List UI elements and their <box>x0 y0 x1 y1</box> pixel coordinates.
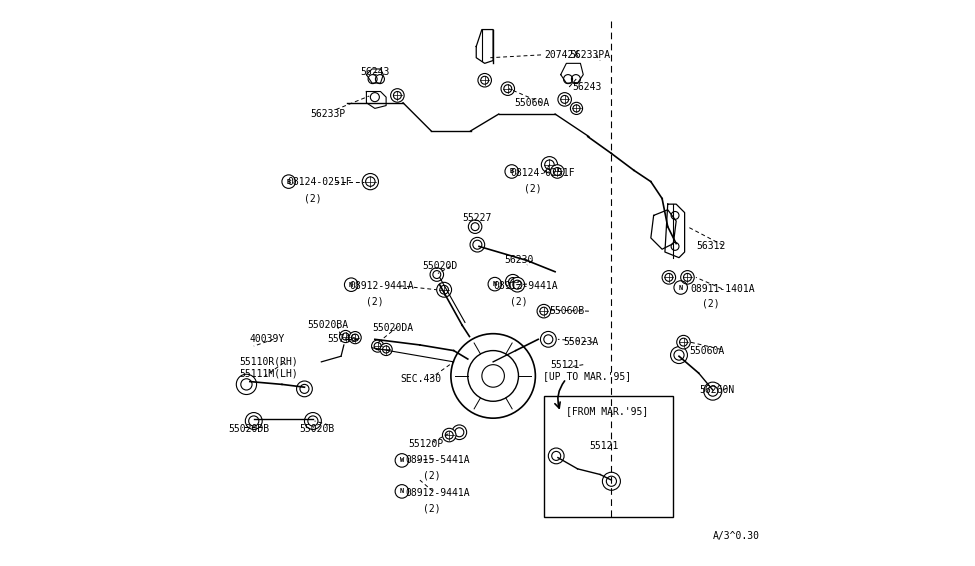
Text: 55020B: 55020B <box>298 424 334 435</box>
Text: 08912-9441A: 08912-9441A <box>349 281 414 291</box>
Text: SEC.430: SEC.430 <box>400 374 442 384</box>
Text: 56243: 56243 <box>361 67 390 77</box>
Text: 56312: 56312 <box>696 241 725 251</box>
Text: 55020BA: 55020BA <box>307 320 348 330</box>
Circle shape <box>501 82 515 96</box>
Text: [FROM MAR.'95]: [FROM MAR.'95] <box>566 406 648 417</box>
Circle shape <box>430 268 444 281</box>
Circle shape <box>246 413 262 430</box>
Circle shape <box>603 472 620 490</box>
Text: (2): (2) <box>304 194 322 204</box>
Circle shape <box>540 332 556 347</box>
Circle shape <box>478 74 491 87</box>
Text: W: W <box>400 457 404 464</box>
Circle shape <box>505 275 521 289</box>
Text: 56260N: 56260N <box>699 385 734 395</box>
Circle shape <box>339 331 352 342</box>
Text: 56233PA: 56233PA <box>569 50 610 60</box>
Circle shape <box>391 89 405 102</box>
Circle shape <box>450 334 535 418</box>
Circle shape <box>537 305 551 318</box>
Text: (2): (2) <box>367 296 384 306</box>
Text: 55020D: 55020D <box>423 261 458 271</box>
Text: [UP TO MAR.'95]: [UP TO MAR.'95] <box>543 371 631 381</box>
Text: 56243: 56243 <box>572 82 602 92</box>
Text: 55023A: 55023A <box>564 337 599 347</box>
Circle shape <box>304 413 322 430</box>
Text: N: N <box>349 282 353 288</box>
Circle shape <box>558 93 571 106</box>
Circle shape <box>677 336 690 349</box>
Text: (2): (2) <box>423 470 441 481</box>
Circle shape <box>349 332 361 344</box>
Circle shape <box>380 344 392 355</box>
Circle shape <box>662 271 676 284</box>
Text: 55121: 55121 <box>551 359 580 370</box>
Text: 55121: 55121 <box>589 441 618 451</box>
Text: 20742X: 20742X <box>544 50 579 60</box>
Circle shape <box>437 282 451 297</box>
Text: 55227: 55227 <box>462 213 491 223</box>
Circle shape <box>671 346 687 363</box>
Circle shape <box>570 102 583 114</box>
Text: N: N <box>492 281 497 287</box>
Circle shape <box>548 448 565 464</box>
Text: N: N <box>679 285 682 290</box>
Circle shape <box>371 340 384 352</box>
Text: (2): (2) <box>525 183 542 194</box>
Text: N: N <box>400 488 404 494</box>
Circle shape <box>510 277 525 292</box>
Bar <box>544 396 674 517</box>
Text: 55120P: 55120P <box>409 439 444 448</box>
Circle shape <box>681 271 694 284</box>
Text: (2): (2) <box>702 299 720 309</box>
Circle shape <box>363 174 378 190</box>
Circle shape <box>452 425 467 440</box>
Text: 40039Y: 40039Y <box>250 335 285 344</box>
Text: 55020DA: 55020DA <box>372 323 413 333</box>
Text: 55060B: 55060B <box>550 306 585 316</box>
Text: 08912-9441A: 08912-9441A <box>493 281 558 291</box>
Circle shape <box>468 220 482 233</box>
Text: 08124-0251F: 08124-0251F <box>288 177 352 187</box>
Circle shape <box>551 165 565 178</box>
Text: 55060A: 55060A <box>515 98 550 108</box>
Circle shape <box>296 381 312 397</box>
Circle shape <box>443 428 456 442</box>
Text: (2): (2) <box>423 503 441 513</box>
Text: B: B <box>510 169 514 174</box>
Text: 08124-0251F: 08124-0251F <box>510 168 574 178</box>
Text: 08912-9441A: 08912-9441A <box>406 487 471 498</box>
Text: A/3^0.30: A/3^0.30 <box>713 531 760 542</box>
Circle shape <box>704 382 722 400</box>
Circle shape <box>470 237 485 252</box>
Text: B: B <box>287 179 291 185</box>
Text: 55060A: 55060A <box>689 346 724 355</box>
Text: (2): (2) <box>510 296 527 306</box>
Text: 08915-5441A: 08915-5441A <box>406 456 471 465</box>
Text: 08911-1401A: 08911-1401A <box>690 284 755 294</box>
Text: 56233P: 56233P <box>310 109 345 119</box>
Text: 55111M(LH): 55111M(LH) <box>240 368 298 378</box>
Text: 55020DB: 55020DB <box>228 424 269 435</box>
Text: 56230: 56230 <box>504 255 533 265</box>
Circle shape <box>541 157 558 173</box>
Text: 55110R(RH): 55110R(RH) <box>240 357 298 367</box>
Circle shape <box>236 374 256 395</box>
Text: 55746: 55746 <box>327 335 356 344</box>
